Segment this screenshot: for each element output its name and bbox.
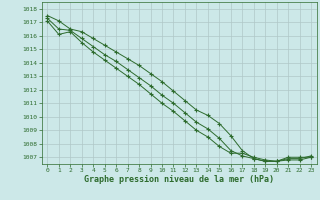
X-axis label: Graphe pression niveau de la mer (hPa): Graphe pression niveau de la mer (hPa) [84, 175, 274, 184]
